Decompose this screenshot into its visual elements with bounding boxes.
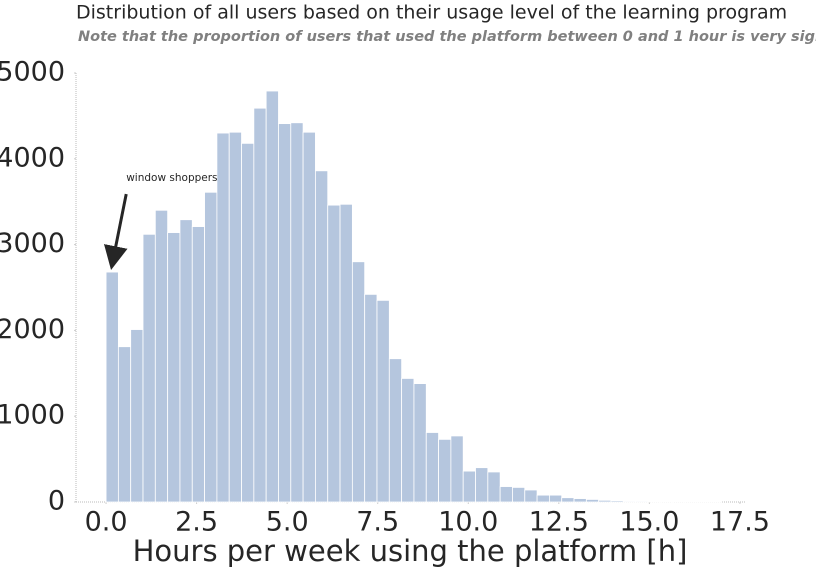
bar [610, 500, 624, 503]
bar [635, 500, 649, 503]
bar [487, 471, 501, 503]
annotation: window shoppers [126, 172, 217, 184]
bar [351, 261, 366, 503]
bar [191, 226, 205, 503]
x-tick-label: 2.5 [175, 507, 218, 538]
x-tick-label: 0.0 [85, 507, 128, 538]
x-axis-label: Hours per week using the platform [h] [133, 534, 688, 568]
bar [401, 378, 415, 503]
bar [376, 299, 390, 503]
bar [216, 132, 230, 503]
bar [154, 209, 169, 503]
bar [117, 346, 132, 503]
bar [302, 131, 316, 503]
bar [167, 232, 181, 503]
bar [585, 499, 600, 503]
x-tick-label: 10.0 [438, 507, 498, 538]
bar [327, 204, 341, 503]
bar [425, 432, 439, 503]
x-tick-label: 15.0 [619, 507, 679, 538]
bar [130, 329, 144, 503]
bar [573, 498, 587, 503]
bar [228, 131, 242, 503]
bar [265, 90, 279, 503]
bar [462, 470, 476, 503]
bar [499, 486, 513, 503]
bar [622, 500, 637, 503]
bar [253, 107, 267, 503]
x-tick-label: 17.5 [710, 507, 770, 538]
bar [339, 203, 353, 503]
bar [364, 293, 378, 503]
annotation-arrow [103, 193, 128, 270]
y-tick-label: 1000 [0, 400, 65, 431]
bar [524, 489, 538, 503]
chart-title: Distribution of all users based on their… [76, 2, 787, 24]
bar [413, 383, 427, 503]
bar [647, 500, 661, 503]
chart-subtitle: Note that the proportion of users that u… [78, 29, 816, 45]
bar [315, 170, 329, 503]
bar [105, 271, 119, 503]
bar [179, 219, 193, 503]
bar [278, 123, 292, 503]
bar [241, 142, 255, 503]
bar [388, 358, 403, 503]
y-tick-label: 5000 [0, 57, 65, 88]
x-tick-label: 7.5 [356, 507, 399, 538]
bar [561, 497, 575, 503]
y-tick-label: 3000 [0, 228, 65, 259]
bar [549, 494, 563, 503]
bar [450, 435, 464, 503]
bar [438, 438, 452, 503]
x-tick-label: 12.5 [529, 507, 589, 538]
bar [536, 494, 550, 503]
y-tick-label: 4000 [0, 142, 65, 173]
bar [475, 467, 489, 503]
y-tick-label: 2000 [0, 314, 65, 345]
bar [512, 487, 526, 503]
y-tick-label: 0 [48, 486, 65, 517]
x-tick-label: 5.0 [266, 507, 309, 538]
bar [290, 122, 304, 503]
bar [142, 233, 156, 503]
bar [204, 191, 218, 503]
bar [598, 499, 612, 503]
